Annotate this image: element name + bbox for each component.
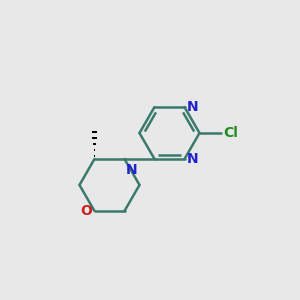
Text: N: N <box>126 164 138 178</box>
Text: O: O <box>80 204 92 218</box>
Text: N: N <box>187 152 199 166</box>
Text: N: N <box>187 100 199 114</box>
Text: Cl: Cl <box>224 126 238 140</box>
